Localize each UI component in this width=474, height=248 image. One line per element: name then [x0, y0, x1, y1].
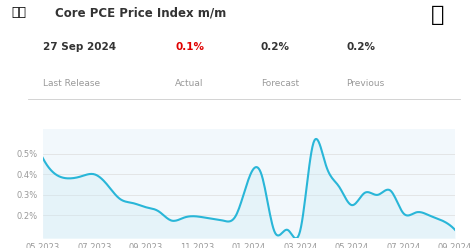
Text: 0.1%: 0.1% — [175, 42, 204, 52]
Text: Actual: Actual — [175, 79, 204, 88]
Text: 0.2%: 0.2% — [346, 42, 375, 52]
Text: Forecast: Forecast — [261, 79, 299, 88]
Text: 27 Sep 2024: 27 Sep 2024 — [43, 42, 116, 52]
Text: Last Release: Last Release — [43, 79, 100, 88]
Text: Previous: Previous — [346, 79, 384, 88]
Text: 0.2%: 0.2% — [261, 42, 290, 52]
Text: 🌍: 🌍 — [431, 5, 445, 25]
Text: Core PCE Price Index m/m: Core PCE Price Index m/m — [55, 6, 226, 19]
Text: 🇺🇸: 🇺🇸 — [12, 6, 27, 19]
